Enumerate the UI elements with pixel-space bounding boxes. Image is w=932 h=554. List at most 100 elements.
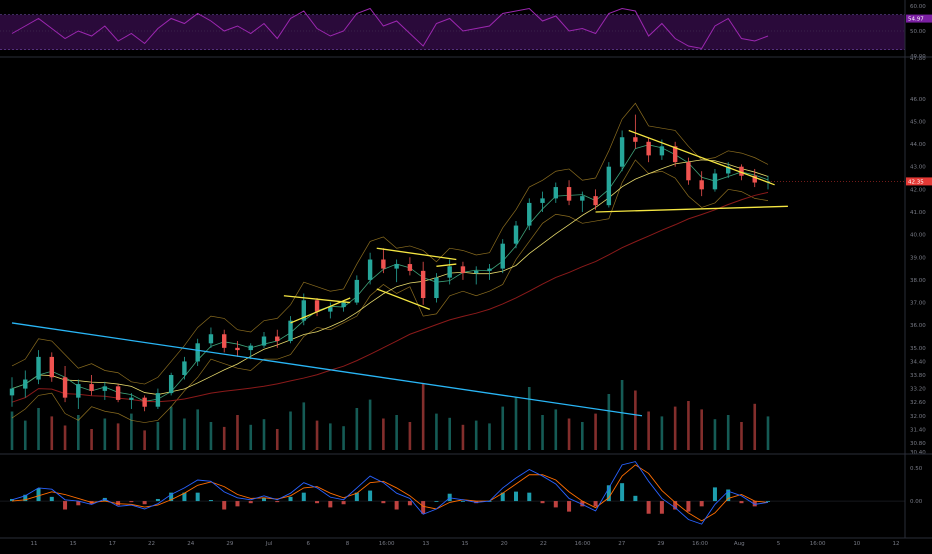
ma-fast-line — [11, 144, 769, 402]
candle-body — [367, 259, 373, 280]
candle-body — [619, 137, 625, 167]
time-tick-label: 15 — [462, 541, 469, 547]
candle-body — [500, 243, 505, 269]
macd-histogram-bar — [36, 488, 41, 502]
time-tick-label: 29 — [226, 541, 233, 547]
macd-histogram-bar — [248, 501, 253, 504]
candle-body — [540, 198, 545, 203]
volume-bar — [554, 409, 558, 450]
volume-bar — [262, 419, 266, 450]
volume-bar — [474, 420, 478, 450]
volume-bar — [594, 413, 597, 450]
candle-body — [593, 196, 598, 206]
candle-body — [288, 320, 293, 342]
volume-bar — [421, 383, 425, 450]
macd-histogram-bar — [76, 501, 81, 506]
macd-histogram-bar — [129, 501, 134, 503]
time-tick-label: 10 — [853, 541, 860, 547]
volume-bar — [249, 424, 253, 450]
time-tick-label: 17 — [109, 541, 116, 547]
candle-body — [527, 202, 532, 226]
volume-bar — [355, 408, 359, 450]
candle-body — [275, 336, 280, 342]
price-tick-label: 44.00 — [910, 142, 926, 148]
time-tick-label: 24 — [187, 541, 194, 547]
macd-histogram-bar — [208, 500, 213, 502]
price-tick-label: 45.00 — [910, 119, 926, 125]
macd-histogram-bar — [195, 492, 200, 502]
volume-bar — [329, 423, 332, 450]
macd-histogram-bar — [620, 483, 625, 502]
candle-body — [222, 334, 227, 348]
time-tick-label: 16:00 — [379, 541, 395, 547]
candle-body — [235, 347, 240, 351]
macd-histogram-bar — [434, 501, 439, 502]
price-tick-label: 41.00 — [910, 210, 926, 216]
candle-body — [36, 356, 41, 380]
macd-histogram-bar — [116, 501, 121, 506]
time-tick-label: 29 — [657, 541, 664, 547]
trendline-flag2-bot2 — [436, 263, 457, 267]
volume-bar — [766, 416, 770, 450]
time-tick-label: 20 — [501, 541, 508, 547]
rsi-band-fill — [0, 14, 905, 50]
candle-body — [129, 397, 134, 400]
volume-bar — [77, 415, 80, 450]
volume-bar — [209, 422, 213, 450]
candle-body — [447, 266, 452, 278]
macd-histogram-bar — [155, 498, 160, 502]
volume-bar — [740, 422, 743, 450]
price-tick-label: 31.40 — [910, 427, 926, 433]
time-tick-label: Aug — [734, 541, 745, 547]
volume-bar — [183, 418, 186, 450]
macd-histogram-bar — [606, 485, 611, 502]
price-tick-label: 33.80 — [910, 373, 926, 379]
volume-bar — [156, 422, 160, 450]
candle-body — [699, 180, 704, 190]
volume-bar — [408, 422, 412, 450]
candle-body — [381, 259, 386, 269]
candle-body — [301, 300, 306, 321]
trendline-flag1-top — [283, 295, 351, 304]
candle-body — [23, 379, 28, 389]
time-tick-label: 16:00 — [692, 541, 708, 547]
volume-bar — [620, 380, 624, 450]
time-tick-label: 8 — [346, 541, 350, 547]
volume-bar — [342, 426, 345, 450]
volume-bar — [302, 402, 306, 450]
volume-bar — [395, 415, 398, 450]
candle-body — [633, 137, 638, 142]
volume-bar — [315, 420, 319, 450]
volume-bar — [461, 424, 465, 450]
price-tick-label: 36.00 — [910, 323, 926, 329]
price-tick-label: 32.60 — [910, 400, 926, 406]
trendline-flag1-bot — [290, 297, 351, 324]
candle-body — [566, 187, 572, 201]
candle-body — [76, 384, 81, 398]
volume-bar — [687, 401, 690, 450]
macd-panel: 0.50 0.00 — [0, 461, 923, 525]
trendline-long-cyan — [11, 322, 643, 417]
price-tick-label: 40.00 — [910, 233, 926, 239]
volume-bar — [10, 411, 14, 450]
candle-body — [168, 375, 174, 394]
candle-body — [487, 268, 492, 271]
macd-histogram-bar — [460, 501, 465, 502]
volume-bar — [541, 415, 544, 450]
candle-body — [739, 166, 744, 176]
volume-bar — [567, 418, 571, 450]
macd-histogram-bar — [712, 487, 717, 502]
volume-bar — [713, 419, 717, 450]
volume-bar — [581, 422, 584, 450]
volume-bar — [448, 417, 451, 450]
macd-histogram-bar — [328, 501, 333, 508]
time-tick-label: 13 — [422, 541, 429, 547]
volume-bar — [726, 415, 730, 450]
volume-bar — [50, 416, 54, 450]
macd-histogram-bar — [527, 492, 532, 502]
candle-body — [354, 279, 360, 303]
candle-body — [142, 397, 147, 407]
macd-histogram-bar — [686, 501, 691, 512]
time-tick-label: Jul — [265, 541, 273, 547]
macd-histogram-bar — [341, 501, 346, 505]
